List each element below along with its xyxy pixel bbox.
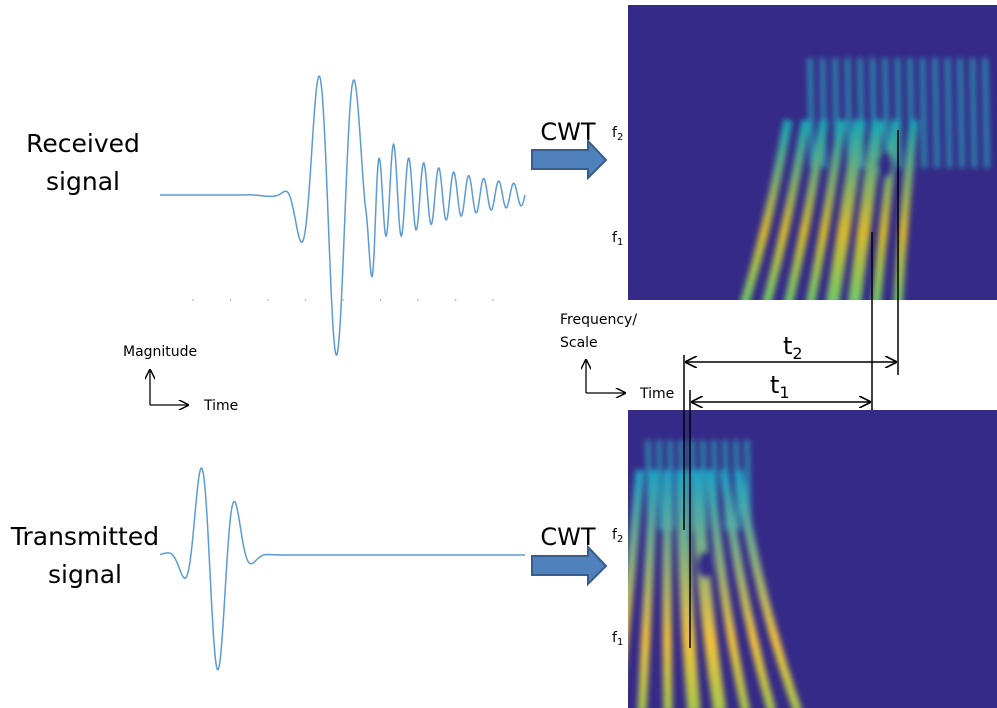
ridge [920,57,927,169]
ridge-dip [877,151,893,179]
subscript: 2 [617,132,623,143]
ridge [970,57,977,169]
ridge [762,119,811,300]
tick-dot [342,299,344,301]
subscript: 1 [779,383,789,402]
axis-label: Scale [560,335,598,351]
axis-label: Magnitude [123,344,197,360]
ridge [784,119,829,300]
waveform-ticks [192,299,494,301]
cwt-arrow [531,544,608,587]
delay-label: t1 [770,371,790,402]
ridge [882,57,890,169]
tick-dot [492,299,494,301]
frequency-label: f2 [612,125,623,143]
ridge-dip [697,551,713,579]
cwt-arrow [531,138,608,181]
subscript: 2 [792,344,802,363]
tick-dot [379,299,382,301]
ridge [719,469,776,708]
tick-dot [192,299,194,301]
ridge [705,469,750,708]
ridge [957,57,965,169]
transmitted-label: Transmitted [10,522,159,551]
tick-dot [229,299,232,301]
cwt-label: CWT [540,118,595,146]
ridge [675,469,701,708]
ridge [637,469,659,708]
frequency-label: f1 [612,230,623,248]
tick-dot [304,299,307,301]
ridge [733,469,802,708]
axis-label: Time [639,386,674,402]
tick-dot [267,299,269,301]
received-label: Received [26,129,140,158]
delay-label: t2 [783,332,803,363]
symbol: f [612,527,618,543]
ridge [740,119,793,300]
axis-label: Time [203,398,238,414]
waveform-axes-icon [150,370,188,405]
ridge [806,119,847,300]
tick-dot [454,299,457,301]
ridge [662,469,673,708]
ridge [820,57,827,169]
symbol: t [783,332,792,360]
ridge [895,57,902,169]
ridge [628,469,645,645]
ridge [845,57,852,169]
scalogram-axes-icon [586,360,625,393]
cwt-label: CWT [540,523,595,551]
tick-dot [417,299,419,301]
symbol: f [612,125,618,141]
symbol: f [612,630,618,646]
frequency-label: f2 [612,527,623,545]
received-label: signal [46,167,120,196]
symbol: t [770,371,779,399]
ridge [893,119,919,300]
transmitted-waveform [159,467,525,671]
ridge [826,119,867,300]
delay-lines [683,130,899,648]
axis-label: Frequency/ [560,312,637,328]
subscript: 1 [617,637,623,648]
frequency-label: f1 [612,630,623,648]
ridge [982,57,990,169]
transmitted-label: signal [48,560,122,589]
ridge [932,57,940,169]
symbol: f [612,230,618,246]
ridge [848,119,885,300]
ridge [689,469,726,708]
ridge [871,119,901,300]
ridge [945,57,952,169]
subscript: 2 [617,534,623,545]
transmitted-scalogram-ridges [628,439,802,708]
ridge [807,57,815,169]
received-scalogram-ridges [740,57,990,300]
received-waveform [160,75,526,357]
ridge [656,439,664,531]
subscript: 1 [617,237,623,248]
